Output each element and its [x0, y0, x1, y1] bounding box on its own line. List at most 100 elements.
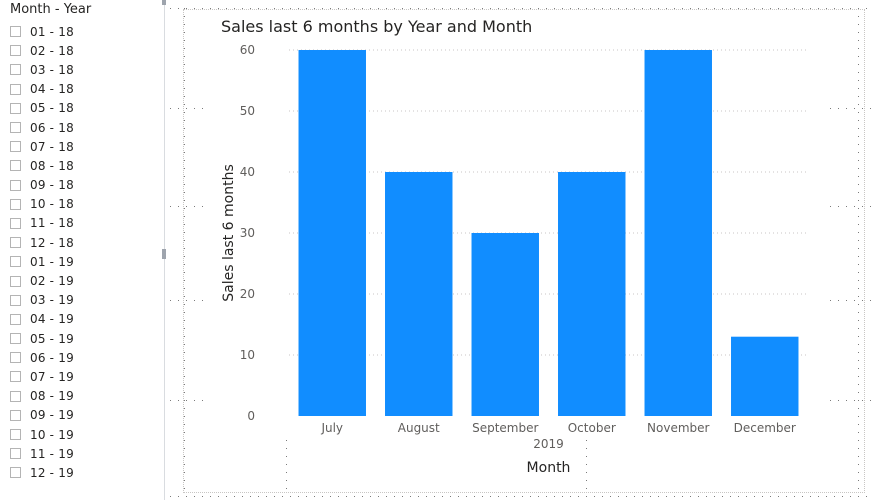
checkbox[interactable]	[10, 141, 21, 153]
slicer-item-label: 11 - 19	[30, 446, 74, 461]
slicer-item-label: 09 - 19	[30, 408, 74, 423]
slicer-item-label: 04 - 18	[30, 82, 74, 97]
y-tick-label: 0	[247, 409, 255, 423]
checkbox[interactable]	[10, 160, 21, 172]
x-axis-ticks: July August September October November Decemb…	[320, 421, 795, 435]
checkbox[interactable]	[10, 390, 21, 402]
checkbox[interactable]	[10, 467, 21, 479]
checkbox[interactable]	[10, 26, 21, 38]
slicer-title: Month - Year	[10, 2, 92, 17]
slicer-item[interactable]: 12 - 19	[10, 463, 74, 482]
gridlines	[289, 49, 808, 356]
checkbox[interactable]	[10, 352, 21, 364]
x-axis-title: Month	[527, 460, 571, 476]
slicer-item-label: 06 - 18	[30, 120, 74, 135]
slicer-item-label: 07 - 18	[30, 139, 74, 154]
slicer-item-label: 03 - 18	[30, 62, 74, 77]
slicer-item[interactable]: 11 - 19	[10, 444, 74, 463]
x-tick-label: December	[734, 421, 796, 435]
slicer-item[interactable]: 07 - 19	[10, 367, 74, 386]
y-axis-ticks: 0 10 20 30 40 50 60	[240, 43, 255, 423]
checkbox[interactable]	[10, 198, 21, 210]
checkbox[interactable]	[10, 217, 21, 229]
checkbox[interactable]	[10, 333, 21, 345]
bar[interactable]	[298, 50, 366, 416]
checkbox[interactable]	[10, 45, 21, 57]
slicer-item-label: 10 - 18	[30, 197, 74, 212]
x-tick-label: July	[320, 421, 343, 435]
checkbox[interactable]	[10, 371, 21, 383]
scrollbar-top	[162, 0, 166, 5]
slicer-item[interactable]: 10 - 18	[10, 195, 74, 214]
slicer-item[interactable]: 09 - 19	[10, 406, 74, 425]
slicer-item-label: 02 - 18	[30, 43, 74, 58]
checkbox[interactable]	[10, 429, 21, 441]
x-axis-group-label: 2019	[533, 437, 564, 451]
slicer-item[interactable]: 02 - 18	[10, 41, 74, 60]
slicer-item[interactable]: 04 - 19	[10, 310, 74, 329]
y-tick-label: 50	[240, 104, 255, 118]
slicer-item[interactable]: 05 - 18	[10, 99, 74, 118]
bar[interactable]	[471, 233, 539, 416]
slicer-item-label: 08 - 18	[30, 158, 74, 173]
slicer-item[interactable]: 09 - 18	[10, 176, 74, 195]
y-tick-label: 30	[240, 226, 255, 240]
bar[interactable]	[385, 172, 453, 416]
slicer-item-label: 08 - 19	[30, 389, 74, 404]
slicer-item-label: 03 - 19	[30, 293, 74, 308]
y-axis-title: Sales last 6 months	[221, 164, 237, 302]
checkbox[interactable]	[10, 179, 21, 191]
bar[interactable]	[558, 172, 626, 416]
slicer-item[interactable]: 03 - 18	[10, 60, 74, 79]
slicer-item[interactable]: 08 - 18	[10, 156, 74, 175]
y-tick-label: 40	[240, 165, 255, 179]
slicer-item-label: 02 - 19	[30, 274, 74, 289]
slicer-item-label: 10 - 19	[30, 427, 74, 442]
x-tick-label: September	[472, 421, 538, 435]
checkbox[interactable]	[10, 313, 21, 325]
slicer-item-label: 01 - 19	[30, 254, 74, 269]
checkbox[interactable]	[10, 122, 21, 134]
x-tick-label: October	[568, 421, 616, 435]
slicer-item[interactable]: 07 - 18	[10, 137, 74, 156]
checkbox[interactable]	[10, 102, 21, 114]
checkbox[interactable]	[10, 256, 21, 268]
slicer-item-label: 09 - 18	[30, 178, 74, 193]
checkbox[interactable]	[10, 64, 21, 76]
x-tick-label: August	[398, 421, 440, 435]
slicer-scrollbar[interactable]	[162, 0, 166, 500]
slicer-item[interactable]: 03 - 19	[10, 291, 74, 310]
checkbox[interactable]	[10, 409, 21, 421]
slicer-item[interactable]: 04 - 18	[10, 80, 74, 99]
checkbox[interactable]	[10, 294, 21, 306]
slicer-item[interactable]: 06 - 18	[10, 118, 74, 137]
y-tick-label: 10	[240, 348, 255, 362]
checkbox[interactable]	[10, 237, 21, 249]
checkbox[interactable]	[10, 275, 21, 287]
slicer-item-label: 07 - 19	[30, 369, 74, 384]
checkbox[interactable]	[10, 448, 21, 460]
slicer-item[interactable]: 08 - 19	[10, 387, 74, 406]
y-tick-label: 60	[240, 43, 255, 57]
slicer-item-label: 11 - 18	[30, 216, 74, 231]
month-year-slicer: Month - Year 01 - 18 02 - 18 03 - 18 04 - 1…	[0, 0, 165, 500]
slicer-item[interactable]: 12 - 18	[10, 233, 74, 252]
slicer-item-label: 05 - 18	[30, 101, 74, 116]
slicer-item[interactable]: 06 - 19	[10, 348, 74, 367]
chart-title: Sales last 6 months by Year and Month	[221, 17, 533, 36]
slicer-item-label: 12 - 18	[30, 235, 74, 250]
slicer-item[interactable]: 05 - 19	[10, 329, 74, 348]
x-tick-label: November	[647, 421, 709, 435]
slicer-item[interactable]: 01 - 19	[10, 252, 74, 271]
slicer-item[interactable]: 02 - 19	[10, 271, 74, 290]
bars	[298, 50, 799, 416]
slicer-item-label: 01 - 18	[30, 24, 74, 39]
checkbox[interactable]	[10, 83, 21, 95]
slicer-item[interactable]: 11 - 18	[10, 214, 74, 233]
slicer-item[interactable]: 01 - 18	[10, 22, 74, 41]
bar[interactable]	[644, 50, 712, 416]
bar[interactable]	[731, 336, 799, 416]
slicer-item[interactable]: 10 - 19	[10, 425, 74, 444]
scrollbar-handle[interactable]	[162, 249, 166, 259]
